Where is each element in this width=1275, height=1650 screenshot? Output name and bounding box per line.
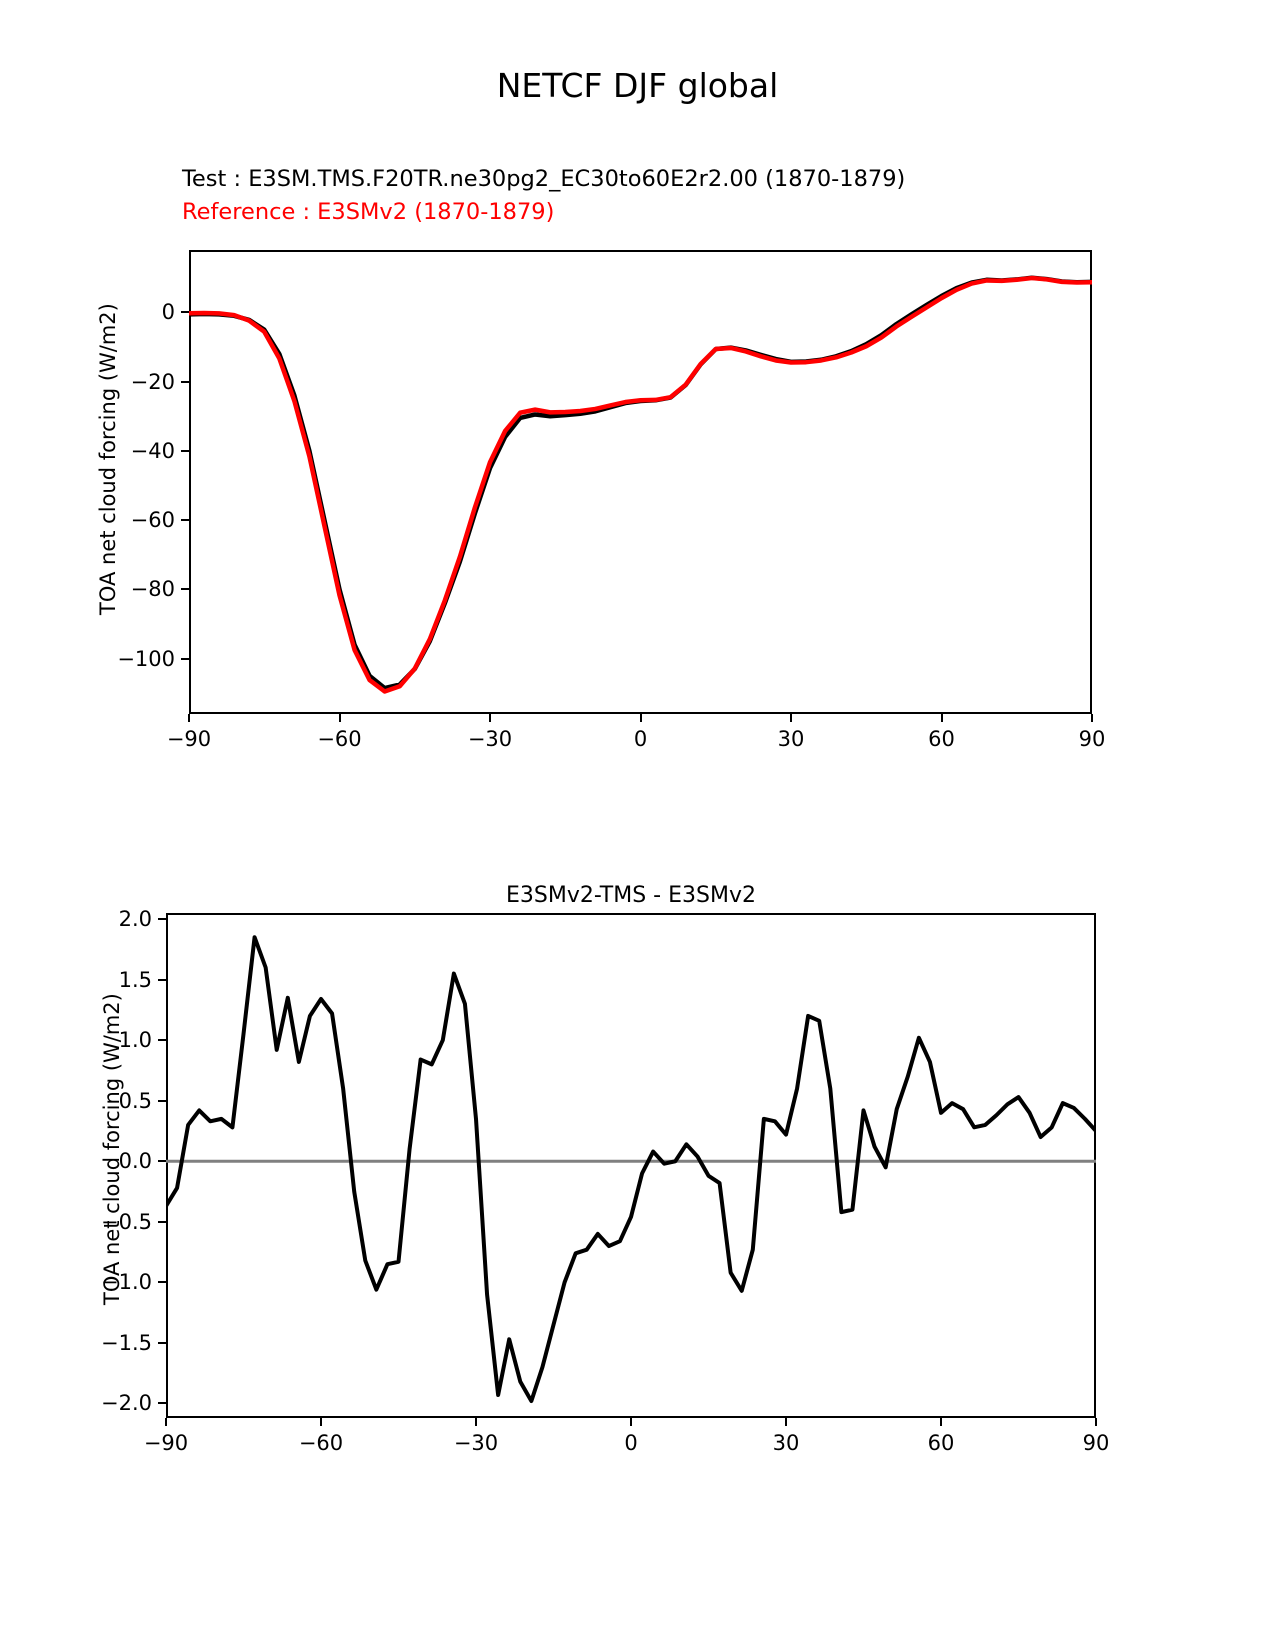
x-tick (489, 714, 491, 722)
y-tick-label: −100 (117, 646, 175, 671)
y-tick-label: −40 (130, 438, 175, 463)
y-tick-label: −60 (130, 508, 175, 533)
bottom-panel-title: E3SMv2-TMS - E3SMv2 (506, 883, 756, 908)
y-tick (181, 519, 189, 522)
x-tick-label: −30 (453, 1431, 499, 1455)
y-tick (158, 1220, 166, 1223)
y-tick (158, 1341, 166, 1344)
y-tick (181, 311, 189, 314)
top-panel: TOA net cloud forcing (W/m2) −90 −60 −30 0 3… (0, 0, 1275, 780)
x-tick (785, 1418, 787, 1426)
x-tick-label: 30 (777, 727, 805, 751)
series-line-0 (166, 935, 1096, 1404)
y-tick-label: 0 (161, 300, 175, 325)
y-tick (158, 918, 166, 921)
x-tick-label: 90 (1082, 1431, 1110, 1455)
y-tick-label: 1.0 (118, 1028, 152, 1053)
y-tick (158, 1039, 166, 1042)
figure-title: NETCF DJF global (496, 66, 779, 105)
x-tick-label: 30 (772, 1431, 800, 1455)
series-line-1 (189, 275, 1092, 694)
top-panel-series-layer (189, 275, 1092, 694)
y-tick (158, 978, 166, 981)
bottom-panel: E3SMv2-TMS - E3SMv2 TOA net cloud forcin… (0, 780, 1275, 1650)
y-tick-label: 0.0 (118, 1149, 152, 1174)
y-tick (181, 588, 189, 591)
x-tick-label: 0 (633, 727, 648, 751)
reference-run-label: Reference : E3SMv2 (1870-1879) (182, 199, 555, 225)
y-tick-label: −1.5 (101, 1330, 152, 1355)
x-tick (320, 1418, 322, 1426)
x-tick (790, 714, 792, 722)
x-tick (940, 714, 943, 722)
x-tick (338, 714, 341, 722)
y-tick (181, 657, 189, 660)
x-tick-label: −60 (298, 1431, 344, 1455)
bottom-panel-series-layer (166, 935, 1096, 1404)
x-tick (630, 1418, 632, 1426)
y-tick (181, 380, 189, 383)
x-tick (1095, 1418, 1097, 1426)
y-tick (158, 1281, 166, 1284)
x-tick-label: 60 (928, 727, 955, 751)
x-tick (639, 714, 642, 722)
y-tick-label: −1.0 (101, 1270, 152, 1295)
x-tick-label: −60 (317, 727, 362, 751)
x-tick (940, 1418, 942, 1426)
x-tick (165, 1418, 167, 1426)
y-tick-label: −0.5 (101, 1209, 152, 1234)
y-tick-label: −20 (130, 369, 175, 394)
top-panel-plot-area (189, 250, 1092, 714)
y-tick (158, 1402, 166, 1405)
y-tick (158, 1160, 166, 1163)
series-line-0 (189, 275, 1092, 691)
x-tick (1091, 714, 1093, 722)
y-tick-label: 0.5 (118, 1088, 152, 1113)
x-tick-label: 90 (1078, 727, 1106, 751)
test-run-label: Test : E3SM.TMS.F20TR.ne30pg2_EC30to60E2… (182, 166, 906, 192)
y-tick-label: 1.5 (118, 967, 152, 992)
x-tick-label: −30 (467, 727, 513, 751)
x-tick-label: 60 (927, 1431, 955, 1455)
x-tick-label: 0 (624, 1431, 638, 1455)
y-tick-label: −80 (130, 577, 175, 602)
x-tick (475, 1418, 477, 1426)
y-tick (158, 1099, 166, 1102)
x-tick-label: −90 (143, 1431, 189, 1455)
x-tick-label: −90 (166, 727, 212, 751)
y-tick-label: −2.0 (101, 1391, 152, 1416)
y-tick-label: 2.0 (118, 907, 152, 932)
x-tick (188, 714, 190, 722)
y-tick (181, 449, 189, 452)
